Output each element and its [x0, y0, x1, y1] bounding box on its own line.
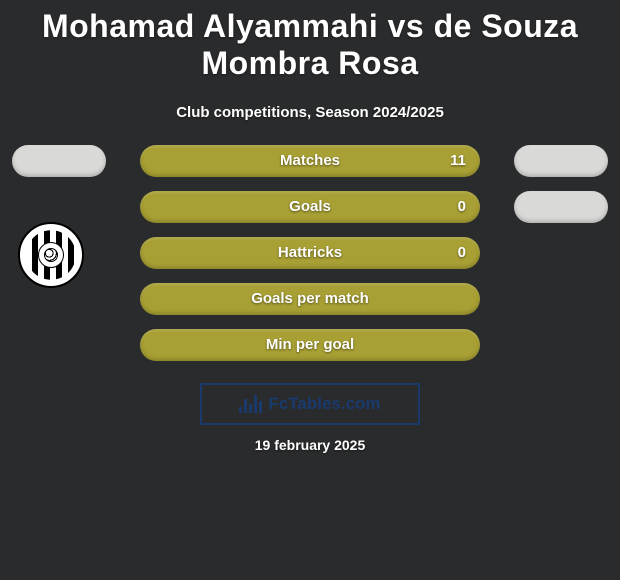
stat-row-min-per-goal: Min per goal [0, 329, 620, 361]
stat-label: Hattricks [278, 244, 342, 261]
center-pill: Hattricks 0 [140, 237, 480, 269]
stat-row-matches: Matches 11 [0, 145, 620, 177]
club-badge-al-jazira [18, 222, 84, 288]
stat-label: Goals [289, 198, 331, 215]
stat-label: Goals per match [251, 290, 369, 307]
center-pill: Goals 0 [140, 191, 480, 223]
stats-area: Matches 11 Goals 0 Hattricks 0 Goals per… [0, 145, 620, 361]
stat-value-right: 0 [458, 244, 466, 261]
left-value-pill [12, 145, 106, 177]
badge-outer-circle [18, 222, 84, 288]
season-subtitle: Club competitions, Season 2024/2025 [0, 104, 620, 121]
right-value-pill [514, 145, 608, 177]
generated-date: 19 february 2025 [0, 437, 620, 453]
comparison-title: Mohamad Alyammahi vs de Souza Mombra Ros… [0, 0, 620, 82]
stat-label: Matches [280, 152, 340, 169]
stat-row-goals: Goals 0 [0, 191, 620, 223]
stat-row-hattricks: Hattricks 0 [0, 237, 620, 269]
fctables-label: FcTables.com [268, 394, 380, 414]
stat-label: Min per goal [266, 336, 354, 353]
center-pill: Matches 11 [140, 145, 480, 177]
stat-row-goals-per-match: Goals per match [0, 283, 620, 315]
stat-value-right: 11 [450, 152, 466, 169]
bar-chart-icon [239, 395, 262, 413]
badge-ball-icon [44, 248, 58, 262]
center-pill: Goals per match [140, 283, 480, 315]
stat-value-right: 0 [458, 198, 466, 215]
fctables-watermark: FcTables.com [200, 383, 420, 425]
right-value-pill [514, 191, 608, 223]
badge-center-circle [38, 242, 64, 268]
center-pill: Min per goal [140, 329, 480, 361]
